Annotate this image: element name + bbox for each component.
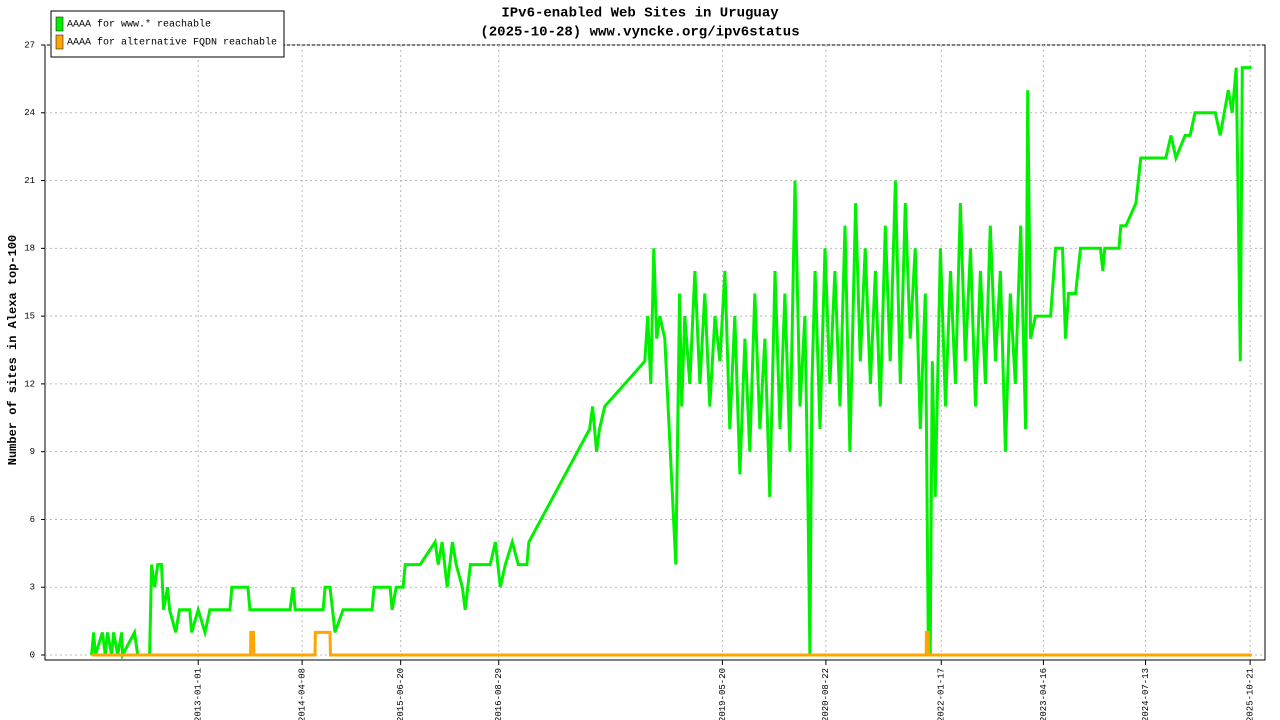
- chart-subtitle: (2025-10-28) www.vyncke.org/ipv6status: [480, 25, 799, 41]
- x-tick-label: 2020-08-22: [821, 668, 831, 720]
- legend-swatch: [55, 16, 64, 32]
- legend-label: AAAA for alternative FQDN reachable: [67, 37, 277, 49]
- y-tick-label: 9: [30, 447, 35, 457]
- x-tick-label: 2023-04-16: [1039, 668, 1049, 720]
- y-tick-label: 24: [24, 108, 35, 118]
- legend-label: AAAA for www.* reachable: [67, 19, 211, 31]
- x-tick-label: 2014-04-08: [298, 668, 308, 720]
- legend: AAAA for www.* reachable AAAA for alterna…: [50, 10, 285, 58]
- x-tick-label: 2013-01-01: [194, 668, 204, 720]
- chart-title: IPv6-enabled Web Sites in Uruguay: [501, 6, 779, 22]
- data-line: [91, 630, 1252, 657]
- data-line: [90, 66, 1252, 661]
- y-tick-label: 3: [30, 583, 35, 593]
- y-tick-label: 15: [24, 311, 35, 321]
- x-tick-label: 2016-08-29: [494, 668, 504, 720]
- y-tick-label: 6: [30, 515, 35, 525]
- legend-swatch: [55, 34, 64, 50]
- legend-box: [50, 10, 285, 58]
- x-tick-label: 2019-05-20: [718, 668, 728, 720]
- y-tick-label: 0: [30, 650, 35, 660]
- y-tick-label: 18: [24, 244, 35, 254]
- y-tick-label: 12: [24, 379, 35, 389]
- y-tick-label: 27: [24, 40, 35, 50]
- x-tick-label: 2024-07-13: [1141, 668, 1151, 720]
- x-tick-label: 2022-01-17: [937, 668, 947, 720]
- y-tick-label: 21: [24, 176, 35, 186]
- x-tick-label: 2025-10-21: [1246, 668, 1256, 720]
- x-tick-label: 2015-06-20: [396, 668, 406, 720]
- y-axis-label: Number of sites in Alexa top-100: [6, 235, 20, 465]
